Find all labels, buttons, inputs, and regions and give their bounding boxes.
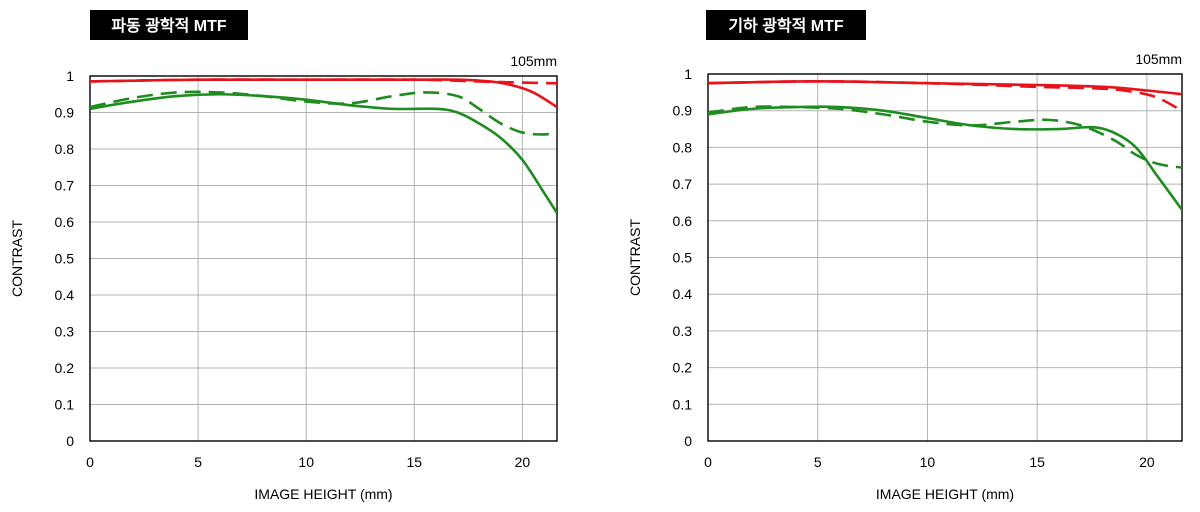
y-tick-label: 0.7 (55, 178, 75, 194)
y-tick-label: 0 (66, 433, 74, 449)
y-tick-label: 0.9 (55, 105, 75, 121)
y-tick-label: 0.7 (673, 176, 693, 192)
focal-length-label: 105mm (1135, 51, 1182, 67)
plot-frame (707, 73, 1183, 442)
x-tick-label: 5 (814, 454, 822, 470)
y-tick-label: 0.5 (673, 250, 693, 266)
x-tick-label: 0 (704, 454, 712, 470)
series-line-red-dashed (90, 78, 557, 85)
focal-length-label: 105mm (510, 53, 557, 69)
y-tick-label: 0.2 (673, 360, 693, 376)
y-tick-label: 0.1 (55, 397, 75, 413)
y-tick-label: 1 (684, 66, 692, 82)
x-tick-label: 5 (194, 454, 202, 470)
y-tick-label: 0.4 (55, 287, 75, 303)
y-tick-label: 0.2 (55, 360, 75, 376)
y-axis-label: CONTRAST (9, 220, 25, 297)
y-tick-label: 0.3 (673, 323, 693, 339)
plot-frame (89, 75, 558, 442)
series-line-red-solid (90, 78, 557, 109)
chart-title-box (90, 10, 248, 40)
mtf-chart-1: 파동 광학적 MTF 105mm 0 0.1 0.2 0.3 0.4 0.5 0.6 0.7 0.8… (9, 10, 558, 502)
y-tick-label: 0.6 (55, 214, 75, 230)
y-tick-label: 0 (684, 433, 692, 449)
series-line-green-solid (90, 92, 557, 214)
chart-title-box (706, 10, 866, 40)
x-tick-label: 20 (1139, 454, 1155, 470)
y-tick-label: 0.5 (55, 251, 75, 267)
y-tick-label: 0.8 (55, 141, 75, 157)
y-tick-label: 0.1 (673, 396, 693, 412)
x-tick-label: 0 (86, 454, 94, 470)
chart-title: 기하 광학적 MTF (728, 16, 844, 35)
mtf-chart-2: 기하 광학적 MTF 105mm 0 0.1 0.2 0.3 0.4 0.5 0.6 0.7 0.8… (627, 10, 1183, 502)
series-line-green-solid (708, 105, 1182, 211)
y-tick-label: 0.9 (673, 103, 693, 119)
x-axis-label: IMAGE HEIGHT (mm) (876, 486, 1014, 502)
y-tick-label: 0.3 (55, 324, 75, 340)
y-tick-label: 0.8 (673, 139, 693, 155)
x-tick-label: 10 (920, 454, 936, 470)
chart-title: 파동 광학적 MTF (111, 16, 227, 35)
x-tick-label: 15 (407, 454, 423, 470)
series-line-green-dashed (708, 105, 1182, 169)
series-line-red-dashed (708, 80, 1182, 112)
y-axis-label: CONTRAST (627, 219, 643, 296)
x-tick-label: 10 (298, 454, 314, 470)
x-tick-label: 20 (515, 454, 531, 470)
series-line-green-dashed (90, 90, 557, 136)
y-tick-label: 0.4 (673, 286, 693, 302)
y-tick-label: 0.6 (673, 213, 693, 229)
y-tick-label: 1 (66, 68, 74, 84)
series-line-red-solid (708, 80, 1182, 96)
x-axis-label: IMAGE HEIGHT (mm) (254, 486, 392, 502)
x-tick-label: 15 (1029, 454, 1045, 470)
